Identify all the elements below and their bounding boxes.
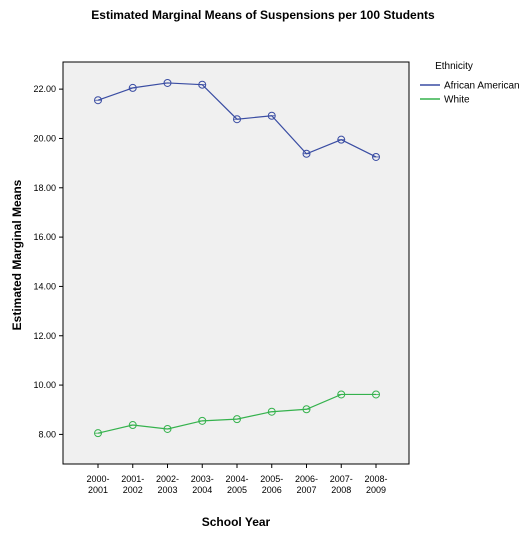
x-tick-label-line1: 2006- [295,474,318,484]
y-tick-label: 18.00 [33,183,56,193]
x-tick-label-line1: 2004- [225,474,248,484]
legend-label: African American [444,81,520,92]
y-tick-label: 22.00 [33,84,56,94]
y-tick-label: 10.00 [33,380,56,390]
x-tick-label-line1: 2002- [156,474,179,484]
x-tick-label-line1: 2003- [191,474,214,484]
y-axis-title: Estimated Marginal Means [10,179,24,330]
x-tick-label-line2: 2006 [262,485,282,495]
x-tick-label-line2: 2005 [227,485,247,495]
x-tick-label-line1: 2005- [260,474,283,484]
plot-area [62,61,410,465]
x-tick-label-line1: 2000- [86,474,109,484]
chart-title: Estimated Marginal Means of Suspensions … [91,8,435,22]
legend-title: Ethnicity [435,61,473,72]
x-tick-label-line2: 2007 [296,485,316,495]
x-tick-label-line2: 2002 [123,485,143,495]
x-tick-label-line2: 2009 [366,485,386,495]
y-tick-label: 12.00 [33,331,56,341]
x-tick-label-line2: 2001 [88,485,108,495]
series-layer [94,78,380,438]
y-tick-label: 14.00 [33,281,56,291]
x-tick-label-line1: 2001- [121,474,144,484]
y-tick-label: 16.00 [33,232,56,242]
x-axis-ticks: 2000-2001 2001-2002 2002-2003 2003-2004 2004… [86,464,388,495]
x-tick-label-line2: 2003 [157,485,177,495]
x-tick-label-line2: 2008 [331,485,351,495]
x-tick-label-line1: 2007- [330,474,353,484]
y-tick-label: 20.00 [33,133,56,143]
legend: Ethnicity African American White [420,61,520,106]
x-tick-label-line2: 2004 [192,485,212,495]
y-axis-ticks: 8.00 10.00 12.00 14.00 16.00 18.00 20.00 22.00 [33,84,63,439]
x-axis-title: School Year [202,515,271,529]
y-tick-label: 8.00 [38,429,56,439]
legend-label: White [444,95,470,106]
x-tick-label-line1: 2008- [364,474,387,484]
